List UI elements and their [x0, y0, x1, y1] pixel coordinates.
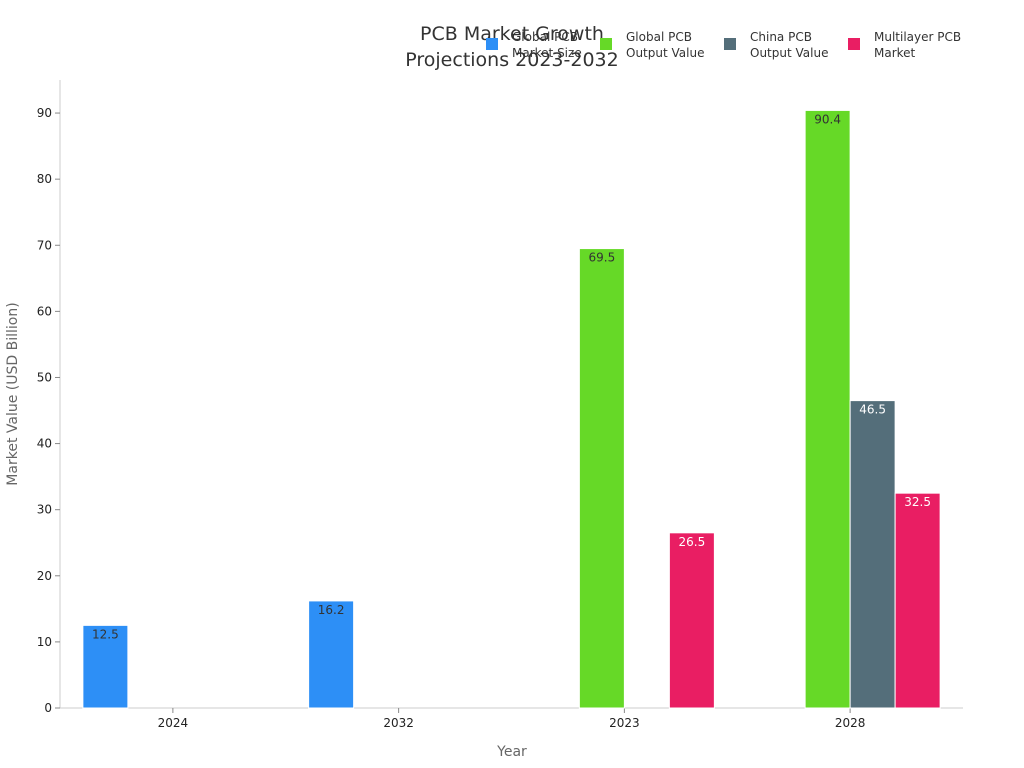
bar[interactable] — [82, 624, 129, 709]
y-axis-title: Market Value (USD Billion) — [5, 302, 21, 485]
y-tick-label: 30 — [37, 503, 52, 517]
legend-swatch — [724, 38, 736, 50]
y-tick-label: 80 — [37, 172, 52, 186]
bar-value-label: 26.5 — [679, 535, 706, 549]
legend-label: Market Size — [512, 46, 582, 60]
bar[interactable] — [578, 248, 625, 709]
y-tick-label: 50 — [37, 370, 52, 384]
bar-value-label: 12.5 — [92, 627, 119, 641]
legend-item[interactable]: Global PCB Output Value — [600, 30, 704, 60]
y-tick-label: 10 — [37, 635, 52, 649]
bar[interactable] — [849, 400, 896, 709]
legend-label: Market — [874, 46, 916, 60]
data-labels: 12.5 16.2 69.5 26.5 90.4 46.5 32.5 — [92, 112, 931, 641]
bar[interactable] — [308, 600, 355, 709]
legend-swatch — [848, 38, 860, 50]
bar-value-label: 16.2 — [318, 603, 345, 617]
x-tick-label: 2028 — [835, 716, 866, 730]
legend-item[interactable]: China PCB Output Value — [724, 30, 828, 60]
bar-value-label: 32.5 — [904, 495, 931, 509]
bar-value-label: 90.4 — [814, 112, 841, 126]
legend-label: Output Value — [750, 46, 828, 60]
x-axis-title: Year — [496, 744, 527, 760]
legend-label: China PCB — [750, 30, 812, 44]
x-tick-label: 2024 — [158, 716, 189, 730]
y-tick-label: 40 — [37, 437, 52, 451]
legend-label: Global PCB — [626, 30, 692, 44]
legend-label: Output Value — [626, 46, 704, 60]
bars — [82, 109, 941, 709]
legend-swatch — [486, 38, 498, 50]
x-tick-label: 2023 — [609, 716, 640, 730]
bar-value-label: 69.5 — [589, 251, 616, 265]
y-tick-label: 90 — [37, 106, 52, 120]
y-tick-label: 60 — [37, 304, 52, 318]
bar[interactable] — [804, 109, 851, 709]
legend-swatch — [600, 38, 612, 50]
chart-title-line-2: Projections 2023-2032 — [405, 49, 618, 71]
y-tick-label: 70 — [37, 238, 52, 252]
legend-label: Multilayer PCB — [874, 30, 961, 44]
legend-item[interactable]: Multilayer PCB Market — [848, 30, 961, 60]
bar-value-label: 46.5 — [859, 403, 886, 417]
legend[interactable]: Global PCB Market Size Global PCB Output Va… — [486, 30, 961, 60]
bar[interactable] — [894, 492, 941, 709]
bar[interactable] — [668, 532, 715, 709]
y-tick-label: 20 — [37, 569, 52, 583]
x-tick-label: 2032 — [383, 716, 414, 730]
legend-item[interactable]: Global PCB Market Size — [486, 30, 582, 60]
legend-label: Global PCB — [512, 30, 578, 44]
chart-title: PCB Market Growth Projections 2023-2032 — [405, 23, 618, 71]
chart-title-line-1: PCB Market Growth — [420, 23, 604, 45]
y-tick-label: 0 — [44, 701, 52, 715]
